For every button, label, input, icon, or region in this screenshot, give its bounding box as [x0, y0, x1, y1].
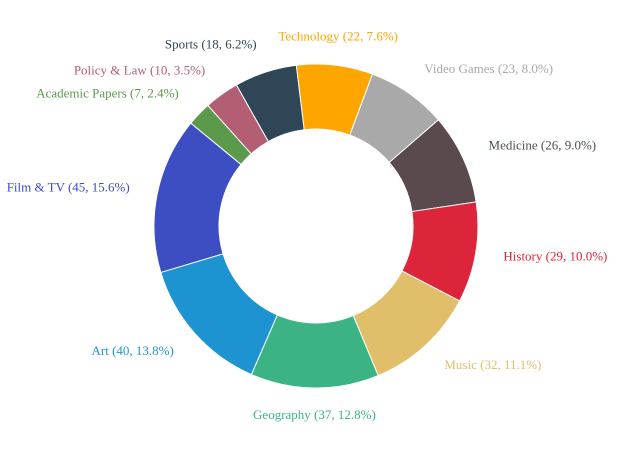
slices-group: [153, 63, 479, 389]
label-video-games: Video Games (23, 8.0%): [424, 61, 553, 76]
label-sports: Sports (18, 6.2%): [165, 37, 257, 52]
label-music: Music (32, 11.1%): [444, 357, 541, 372]
label-policy-and-law: Policy & Law (10, 3.5%): [74, 63, 205, 78]
label-film-and-tv: Film & TV (45, 15.6%): [7, 180, 130, 195]
labels-group: Technology (22, 7.6%) Video Games (23, 8.…: [7, 28, 608, 422]
label-technology: Technology (22, 7.6%): [278, 28, 398, 43]
label-geography: Geography (37, 12.8%): [253, 407, 376, 422]
label-academic-papers: Academic Papers (7, 2.4%): [36, 86, 179, 101]
label-medicine: Medicine (26, 9.0%): [489, 137, 597, 152]
label-history: History (29, 10.0%): [503, 248, 607, 263]
slice-sports: [235, 64, 305, 143]
label-art: Art (40, 13.8%): [92, 343, 174, 358]
